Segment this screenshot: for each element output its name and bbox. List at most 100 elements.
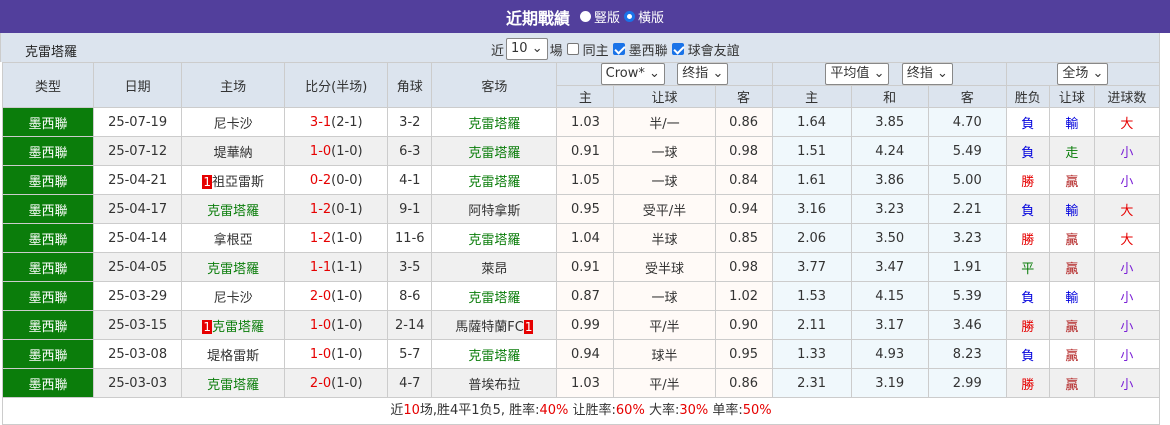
score: 1-0(1-0) (284, 339, 389, 369)
team-link[interactable]: 祖亞雷斯 (211, 174, 264, 190)
team-link[interactable]: 克雷塔羅 (468, 290, 521, 306)
ah-away-odds: 1.02 (714, 281, 773, 311)
ah-home-odds: 1.05 (556, 165, 615, 195)
team-link[interactable]: 尼卡沙 (213, 290, 253, 306)
team-link[interactable]: 克雷塔羅 (207, 203, 260, 219)
over-under: 小 (1093, 310, 1161, 340)
league-type[interactable]: 墨西聯 (1, 310, 95, 340)
match-result: 平 (1005, 252, 1050, 282)
team-link[interactable]: 堤格雷斯 (207, 348, 260, 364)
eu-away-odds: 4.70 (927, 107, 1007, 137)
ah-result: 輸 (1048, 281, 1095, 311)
scrollbar[interactable] (1160, 33, 1170, 424)
league-type[interactable]: 墨西聯 (1, 223, 95, 253)
away-team: 克雷塔羅 (431, 107, 558, 137)
league-type[interactable]: 墨西聯 (1, 339, 95, 369)
league-type[interactable]: 墨西聯 (1, 368, 95, 398)
match-result: 負 (1005, 281, 1050, 311)
match-date: 25-04-14 (93, 223, 183, 253)
same-home-label: 同主 (582, 43, 609, 59)
score: 1-2(1-0) (284, 223, 389, 253)
scope-select[interactable]: 全场 ⌄ (1057, 63, 1109, 85)
euro-odds-header: 平均值 ⌄ 终指 ⌄ (771, 62, 1007, 86)
team-link[interactable]: 克雷塔羅 (468, 116, 521, 132)
ah-line: 球半 (613, 339, 716, 369)
home-team: 1克雷塔羅 (181, 310, 286, 340)
home-team: 尼卡沙 (181, 281, 286, 311)
team-link[interactable]: 克雷塔羅 (468, 174, 521, 190)
league-type[interactable]: 墨西聯 (1, 107, 95, 137)
subheader: 进球数 (1093, 85, 1161, 108)
league-type[interactable]: 墨西聯 (1, 165, 95, 195)
ah-result: 輸 (1048, 194, 1095, 224)
ah-line: 受半球 (613, 252, 716, 282)
team-link[interactable]: 克雷塔羅 (211, 319, 264, 335)
score: 0-2(0-0) (284, 165, 389, 195)
team-link[interactable]: 克雷塔羅 (468, 348, 521, 364)
team-link[interactable]: 馬薩特蘭FC (455, 319, 524, 335)
eu-away-odds: 2.21 (927, 194, 1007, 224)
subheader: 主 (771, 85, 852, 108)
ah-home-odds: 1.03 (556, 368, 615, 398)
team-link[interactable]: 阿特拿斯 (468, 203, 521, 219)
team-link[interactable]: 克雷塔羅 (207, 261, 260, 277)
team-link[interactable]: 克雷塔羅 (468, 145, 521, 161)
ah-away-odds: 0.98 (714, 136, 773, 166)
red-card-badge: 1 (202, 174, 212, 189)
friendly-checkbox[interactable] (671, 43, 684, 55)
result-header: 全场 ⌄ (1005, 62, 1161, 86)
radio-vertical[interactable] (579, 11, 591, 22)
ah-line: 平/半 (613, 368, 716, 398)
eu-away-odds: 5.00 (927, 165, 1007, 195)
eu-draw-odds: 4.93 (850, 339, 929, 369)
match-count-select[interactable]: 10 ⌄ (506, 38, 548, 60)
ah-away-odds: 0.85 (714, 223, 773, 253)
corners: 5-7 (387, 339, 433, 369)
ah-away-odds: 0.94 (714, 194, 773, 224)
title-bar: 近期戰績 豎版 橫版 (0, 0, 1170, 33)
subheader: 让球 (613, 85, 716, 108)
corners: 2-14 (387, 310, 433, 340)
radio-horizontal[interactable] (624, 11, 635, 22)
table-row: 墨西聯 25-04-14 拿根亞 1-2(1-0) 11-6 克雷塔羅 1.04… (1, 223, 1161, 253)
team-link[interactable]: 克雷塔羅 (207, 377, 260, 393)
company-select[interactable]: Crow* ⌄ (600, 63, 665, 85)
corners: 11-6 (387, 223, 433, 253)
team-link[interactable]: 克雷塔羅 (468, 232, 521, 248)
team-link[interactable]: 拿根亞 (213, 232, 253, 248)
league-type[interactable]: 墨西聯 (1, 281, 95, 311)
eu-home-odds: 1.64 (771, 107, 852, 137)
team-name: 克雷塔羅 (25, 45, 78, 60)
ah-line: 平/半 (613, 310, 716, 340)
table-row: 墨西聯 25-07-12 堤華納 1-0(1-0) 6-3 克雷塔羅 0.91 … (1, 136, 1161, 166)
ah-home-odds: 0.95 (556, 194, 615, 224)
same-home-checkbox[interactable] (566, 43, 579, 55)
eu-type-select[interactable]: 终指 ⌄ (901, 63, 953, 85)
team-link[interactable]: 普埃布拉 (468, 377, 521, 393)
ah-home-odds: 1.04 (556, 223, 615, 253)
ah-line: 一球 (613, 165, 716, 195)
page-title: 近期戰績 (505, 8, 570, 28)
ah-line: 半/一 (613, 107, 716, 137)
over-under: 小 (1093, 368, 1161, 398)
radio-horizontal-label: 橫版 (638, 11, 665, 26)
avg-select[interactable]: 平均值 ⌄ (825, 63, 890, 85)
league-type[interactable]: 墨西聯 (1, 252, 95, 282)
corners: 6-3 (387, 136, 433, 166)
home-team: 堤格雷斯 (181, 339, 286, 369)
score: 1-2(0-1) (284, 194, 389, 224)
team-link[interactable]: 尼卡沙 (213, 116, 253, 132)
eu-home-odds: 2.06 (771, 223, 852, 253)
team-link[interactable]: 堤華納 (213, 145, 253, 161)
ah-home-odds: 1.03 (556, 107, 615, 137)
table-row: 墨西聯 25-03-03 克雷塔羅 2-0(1-0) 4-7 普埃布拉 1.03… (1, 368, 1161, 398)
eu-draw-odds: 3.86 (850, 165, 929, 195)
league-type[interactable]: 墨西聯 (1, 194, 95, 224)
ah-home-odds: 0.91 (556, 136, 615, 166)
ah-home-odds: 0.94 (556, 339, 615, 369)
league-checkbox[interactable] (612, 43, 625, 55)
team-link[interactable]: 萊昂 (481, 261, 508, 277)
league-type[interactable]: 墨西聯 (1, 136, 95, 166)
away-team: 克雷塔羅 (431, 136, 558, 166)
ah-type-select[interactable]: 终指 ⌄ (677, 63, 729, 85)
